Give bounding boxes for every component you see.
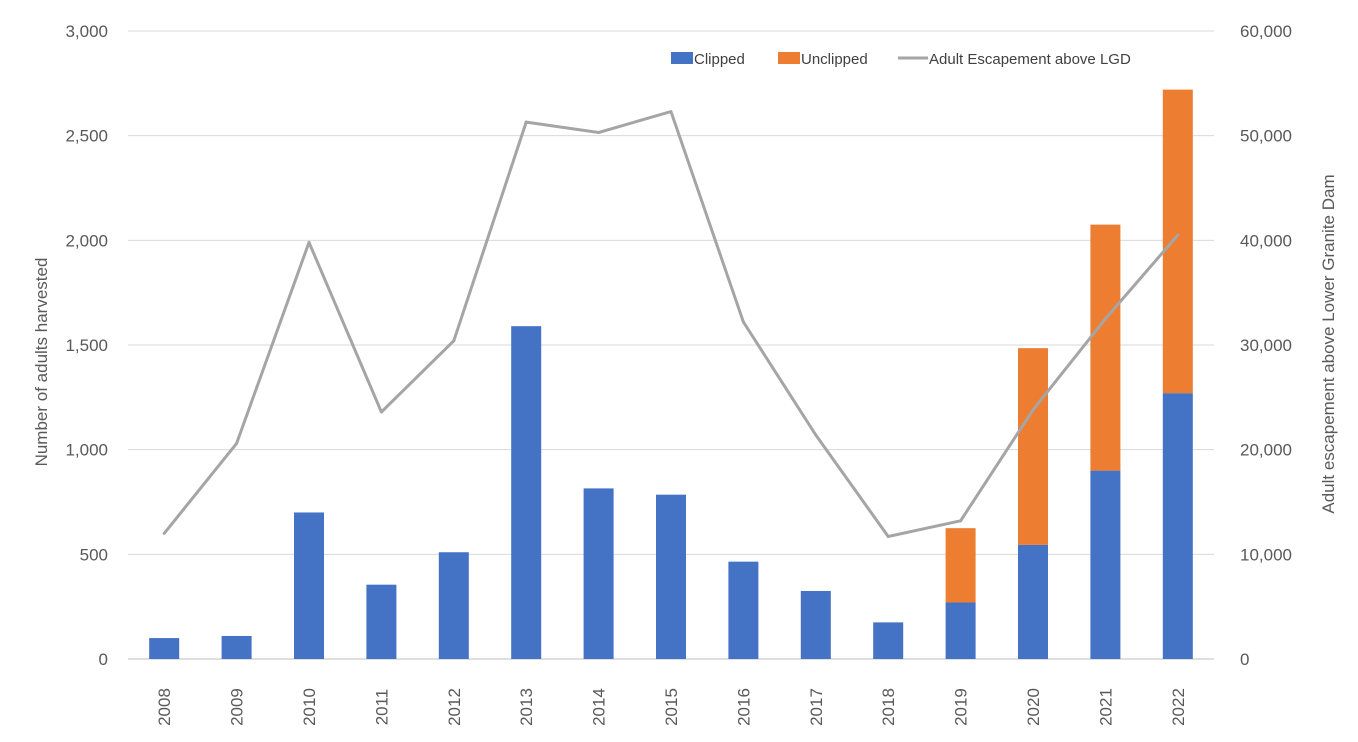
bar-clipped-2011 xyxy=(366,584,397,659)
bar-clipped-2019 xyxy=(945,602,976,659)
escapement-point-2014 xyxy=(597,131,601,135)
escapement-point-2010 xyxy=(307,240,311,244)
bar-clipped-2009 xyxy=(221,635,252,659)
bar-clipped-2021 xyxy=(1090,470,1121,659)
escapement-point-2017 xyxy=(814,433,818,437)
x-tick-label: 2019 xyxy=(952,688,971,726)
right-axis-ticks: 0 10,000 20,000 30,000 40,000 50,000 60,000 xyxy=(1240,22,1292,669)
left-tick-label: 1,500 xyxy=(65,336,108,355)
x-tick-label: 2021 xyxy=(1096,688,1115,726)
right-tick-label: 0 xyxy=(1240,650,1249,669)
x-tick-label: 2015 xyxy=(662,688,681,726)
bar-clipped-2022 xyxy=(1162,393,1193,659)
escapement-point-2008 xyxy=(162,531,166,535)
bar-clipped-2017 xyxy=(800,590,831,659)
x-axis-ticks: 2008 2009 2010 2011 2012 2013 2014 2015 2016 2017… xyxy=(155,688,1188,726)
right-tick-label: 40,000 xyxy=(1240,231,1292,250)
escapement-point-2015 xyxy=(669,110,673,114)
left-axis-title: Number of adults harvested xyxy=(32,258,51,467)
escapement-point-2022 xyxy=(1176,233,1180,237)
left-axis-ticks: 0 500 1,000 1,500 2,000 2,500 3,000 xyxy=(65,22,108,669)
left-tick-label: 0 xyxy=(99,650,108,669)
escapement-point-2016 xyxy=(741,320,745,324)
right-tick-label: 60,000 xyxy=(1240,22,1292,41)
bar-clipped-2018 xyxy=(873,622,904,659)
x-tick-label: 2016 xyxy=(734,688,753,726)
x-tick-label: 2010 xyxy=(300,688,319,726)
x-tick-label: 2009 xyxy=(228,688,247,726)
x-tick-label: 2014 xyxy=(590,688,609,726)
escapement-point-2020 xyxy=(1031,408,1035,412)
bar-unclipped-2021 xyxy=(1090,224,1121,471)
legend-swatch xyxy=(778,52,800,64)
legend: Clipped Unclipped Adult Escapement above L… xyxy=(671,51,1131,68)
escapement-point-2011 xyxy=(379,410,383,414)
escapement-point-2018 xyxy=(886,535,890,539)
right-axis-title: Adult escapement above Lower Granite Dam xyxy=(1319,174,1338,513)
bar-unclipped-2019 xyxy=(945,528,976,603)
bar-clipped-2020 xyxy=(1018,544,1048,659)
right-tick-label: 10,000 xyxy=(1240,545,1292,564)
escapement-point-2019 xyxy=(959,519,963,523)
legend-label: Unclipped xyxy=(801,51,868,68)
right-tick-label: 50,000 xyxy=(1240,127,1292,146)
escapement-line xyxy=(162,110,1180,539)
x-tick-label: 2008 xyxy=(155,688,174,726)
legend-label: Adult Escapement above LGD xyxy=(929,51,1131,68)
escapement-point-2009 xyxy=(235,441,239,445)
left-tick-label: 1,000 xyxy=(65,441,108,460)
x-tick-label: 2011 xyxy=(372,689,391,726)
legend-label: Clipped xyxy=(694,51,745,68)
bar-clipped-2013 xyxy=(511,326,542,659)
x-tick-label: 2013 xyxy=(517,688,536,726)
left-tick-label: 2,000 xyxy=(65,231,108,250)
right-tick-label: 20,000 xyxy=(1240,441,1292,460)
x-tick-label: 2012 xyxy=(445,688,464,726)
bar-unclipped-2020 xyxy=(1018,348,1048,545)
escapement-point-2021 xyxy=(1103,317,1107,321)
bar-clipped-2008 xyxy=(149,638,180,659)
bar-clipped-2014 xyxy=(583,488,614,659)
x-tick-label: 2017 xyxy=(807,688,826,726)
left-tick-label: 2,500 xyxy=(65,127,108,146)
x-tick-label: 2022 xyxy=(1169,688,1188,726)
bar-clipped-2016 xyxy=(728,561,759,659)
legend-swatch xyxy=(671,52,693,64)
x-tick-label: 2018 xyxy=(879,688,898,726)
bar-clipped-2012 xyxy=(438,552,469,659)
escapement-point-2012 xyxy=(452,339,456,343)
escapement-point-2013 xyxy=(524,120,528,124)
x-tick-label: 2020 xyxy=(1024,688,1043,726)
left-tick-label: 500 xyxy=(80,545,108,564)
right-tick-label: 30,000 xyxy=(1240,336,1292,355)
bar-clipped-2015 xyxy=(656,494,686,659)
left-tick-label: 3,000 xyxy=(65,22,108,41)
bar-clipped-2010 xyxy=(294,512,324,659)
bar-unclipped-2022 xyxy=(1162,89,1193,394)
bars xyxy=(149,89,1193,659)
